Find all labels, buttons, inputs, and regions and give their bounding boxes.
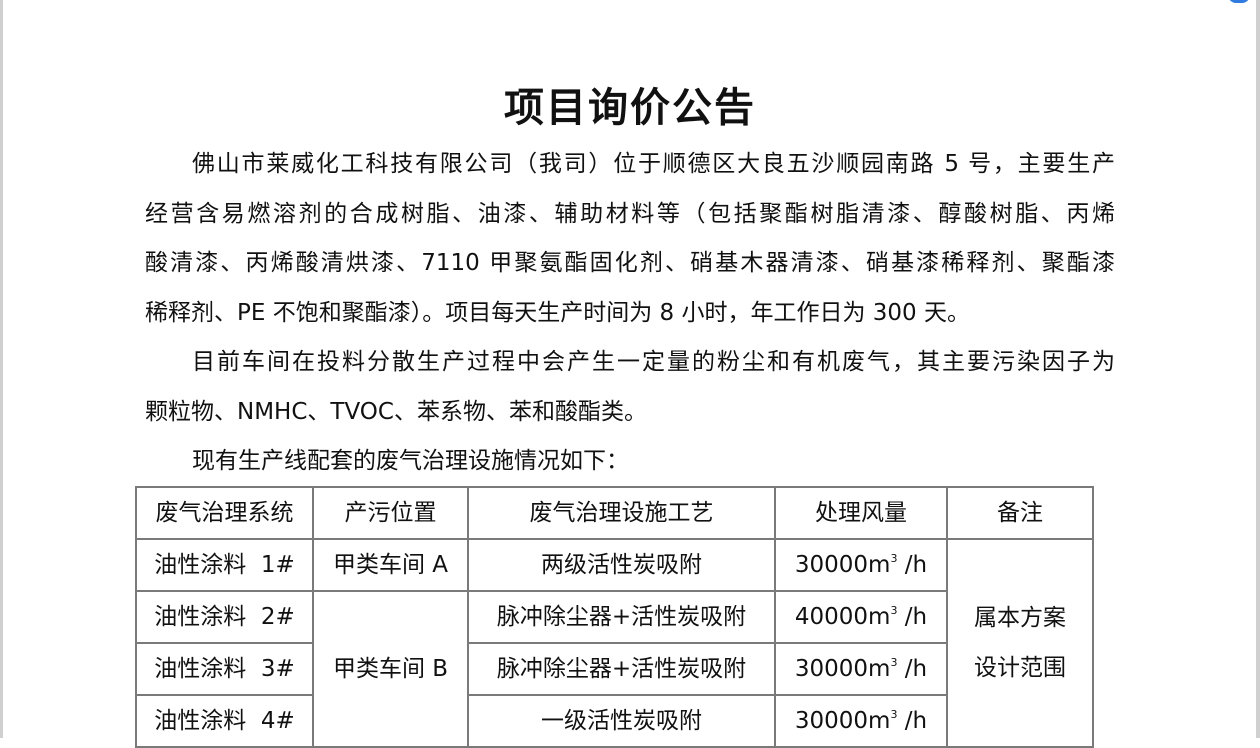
paragraph-3: 现有生产线配套的废气治理设施情况如下： (145, 437, 1115, 487)
header-cell: 产污位置 (312, 486, 469, 540)
text-line: 经营含易燃溶剂的合成树脂、油漆、辅助材料等（包括聚酯树脂清漆、醇酸树脂、丙烯 (145, 200, 1115, 227)
process-cell: 脉冲除尘器+活性炭吸附 (467, 590, 776, 644)
text-line: 现有生产线配套的废气治理设施情况如下： (192, 448, 629, 474)
page-left-edge (0, 0, 3, 738)
document-body: 佛山市莱威化工科技有限公司（我司）位于顺德区大良五沙顺园南路 5 号，主要生产 … (145, 140, 1115, 487)
header-cell: 处理风量 (774, 486, 948, 540)
paragraph-2: 目前车间在投料分散生产过程中会产生一定量的粉尘和有机废气，其主要污染因子为 颗粒… (145, 338, 1115, 437)
remark-cell: 属本方案 设计范围 (946, 538, 1094, 748)
text-line: 佛山市莱威化工科技有限公司（我司）位于顺德区大良五沙顺园南路 5 号，主要生产 (192, 151, 1115, 177)
header-cell: 废气治理系统 (135, 486, 314, 540)
table-row: 油性涂料 2# 甲类车间 B 脉冲除尘器+活性炭吸附 40000m3 /h (135, 590, 1093, 748)
text-line: 颗粒物、NMHC、TVOC、苯系物、苯和酸酯类。 (145, 398, 647, 425)
flow-cell: 30000m3 /h (774, 694, 948, 748)
flow-cell: 40000m3 /h (774, 590, 948, 644)
text-line: 酸清漆、丙烯酸清烘漆、7110 甲聚氨酯固化剂、硝基木器清漆、硝基漆稀释剂、聚酯… (145, 250, 1115, 276)
system-cell: 油性涂料 3# (135, 642, 314, 696)
header-cell: 废气治理设施工艺 (467, 486, 776, 540)
text-line: 目前车间在投料分散生产过程中会产生一定量的粉尘和有机废气，其主要污染因子为 (192, 349, 1115, 375)
process-cell: 一级活性炭吸附 (467, 694, 776, 748)
table-row: 油性涂料 1# 甲类车间 A 两级活性炭吸附 30000m3 /h 属本方案 设计… (135, 538, 1094, 748)
system-cell: 油性涂料 2# (135, 590, 314, 644)
flow-cell: 30000m3 /h (774, 642, 948, 696)
floating-button[interactable] (1228, 0, 1250, 3)
text-line: 稀释剂、PE 不饱和聚酯漆）。项目每天生产时间为 8 小时，年工作日为 300 … (145, 299, 970, 326)
process-cell: 脉冲除尘器+活性炭吸附 (467, 642, 776, 696)
paragraph-1: 佛山市莱威化工科技有限公司（我司）位于顺德区大良五沙顺园南路 5 号，主要生产 … (145, 140, 1115, 338)
location-cell: 甲类车间 A (312, 538, 469, 592)
table-header-row: 废气治理系统 产污位置 废气治理设施工艺 处理风量 备注 (135, 486, 1094, 540)
header-cell: 备注 (946, 486, 1094, 540)
scrollbar[interactable] (1256, 0, 1260, 738)
system-cell: 油性涂料 1# (135, 538, 314, 592)
flow-cell: 30000m3 /h (774, 538, 948, 592)
facility-table: 废气治理系统 产污位置 废气治理设施工艺 处理风量 备注 油性涂料 1# 甲类车… (135, 486, 1094, 748)
page-title: 项目询价公告 (504, 85, 756, 131)
system-cell: 油性涂料 4# (135, 694, 314, 748)
table-row: 油性涂料 3# 脉冲除尘器+活性炭吸附 30000m3 /h (135, 642, 1093, 696)
process-cell: 两级活性炭吸附 (467, 538, 776, 592)
location-cell: 甲类车间 B (312, 590, 469, 748)
